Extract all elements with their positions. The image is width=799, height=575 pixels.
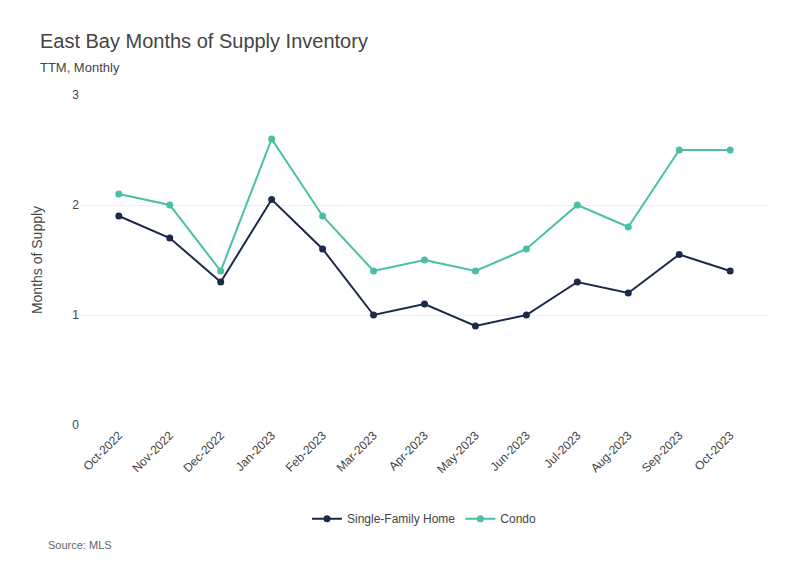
svg-text:1: 1	[72, 308, 79, 322]
svg-text:Aug-2023: Aug-2023	[588, 428, 635, 475]
svg-text:Condo: Condo	[500, 512, 536, 526]
svg-text:Mar-2023: Mar-2023	[334, 428, 380, 474]
svg-text:May-2023: May-2023	[434, 428, 482, 476]
svg-text:Single-Family Home: Single-Family Home	[347, 512, 455, 526]
svg-text:Dec-2022: Dec-2022	[180, 428, 227, 475]
svg-text:0: 0	[72, 418, 79, 432]
svg-text:East Bay Months of Supply Inve: East Bay Months of Supply Inventory	[40, 30, 368, 52]
svg-text:Feb-2023: Feb-2023	[283, 428, 329, 474]
svg-text:Months of Supply: Months of Supply	[29, 206, 45, 314]
svg-text:Jun-2023: Jun-2023	[487, 428, 533, 474]
svg-text:Oct-2023: Oct-2023	[692, 428, 737, 473]
svg-text:Source: MLS: Source: MLS	[48, 539, 112, 551]
svg-text:Oct-2022: Oct-2022	[80, 428, 125, 473]
svg-text:Jan-2023: Jan-2023	[233, 428, 279, 474]
svg-text:2: 2	[72, 198, 79, 212]
svg-text:Nov-2022: Nov-2022	[129, 428, 176, 475]
svg-text:TTM, Monthly: TTM, Monthly	[40, 60, 120, 75]
svg-text:Apr-2023: Apr-2023	[386, 428, 431, 473]
svg-text:Sep-2023: Sep-2023	[639, 428, 686, 475]
svg-text:3: 3	[72, 88, 79, 102]
svg-text:Jul-2023: Jul-2023	[541, 428, 584, 471]
